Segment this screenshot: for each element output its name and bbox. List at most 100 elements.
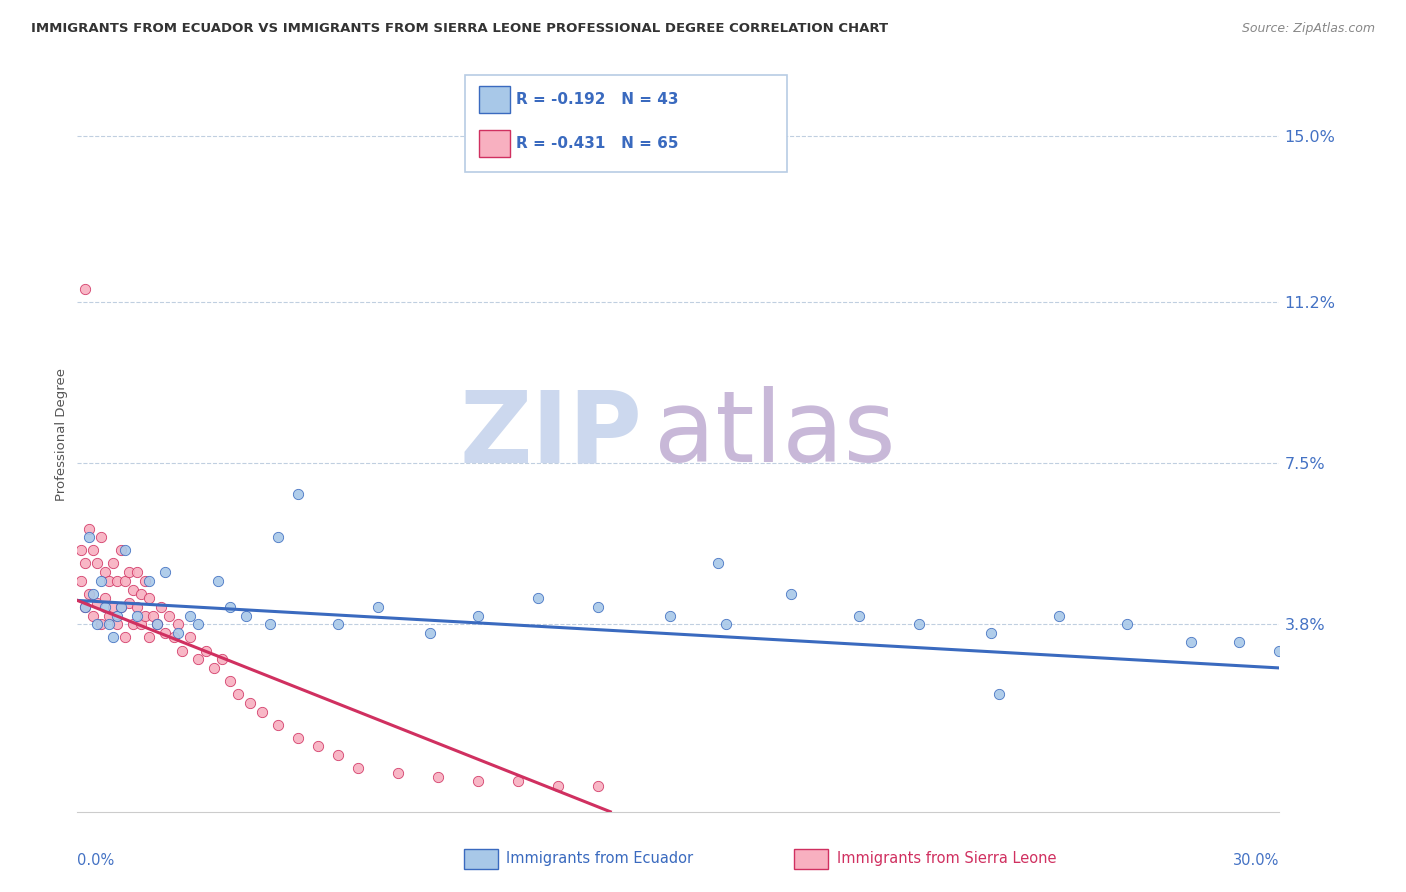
Point [70,574,93,588]
Point [82,587,104,601]
Point [134,574,156,588]
Point [1116,617,1139,632]
Point [86,557,108,571]
Text: atlas: atlas [654,386,896,483]
Point [79,522,101,536]
Point [287,731,309,745]
Point [75,282,97,296]
Point [267,717,290,731]
Point [235,608,257,623]
Point [307,739,329,754]
Point [75,599,97,614]
Point [467,774,489,789]
Point [146,617,169,632]
Point [107,608,129,623]
Point [86,617,108,632]
Point [98,574,121,588]
Point [79,587,101,601]
Point [90,530,112,544]
Point [90,617,112,632]
Point [118,565,141,579]
Point [187,652,209,666]
Text: R = -0.431   N = 65: R = -0.431 N = 65 [516,136,678,152]
Point [86,596,108,610]
Point [127,565,149,579]
Point [166,626,188,640]
Point [138,591,160,606]
Point [250,705,273,719]
Point [326,617,349,632]
Point [218,599,240,614]
Point [82,608,104,623]
Point [150,599,173,614]
Point [90,574,112,588]
Point [326,748,349,763]
Point [988,687,1011,701]
Point [588,779,610,793]
Point [114,631,136,645]
Text: Immigrants from Ecuador: Immigrants from Ecuador [506,851,693,865]
Point [779,587,801,601]
Point [159,608,181,623]
Point [94,591,117,606]
Point [122,617,145,632]
Point [75,557,97,571]
Point [527,591,550,606]
Y-axis label: Professional Degree: Professional Degree [55,368,67,501]
Point [131,617,153,632]
Point [98,608,121,623]
Point [187,617,209,632]
Text: ZIP: ZIP [460,386,643,483]
Point [127,608,149,623]
Point [162,631,184,645]
Point [107,617,129,632]
Point [94,565,117,579]
Point [110,599,132,614]
Text: R = -0.192   N = 43: R = -0.192 N = 43 [516,92,678,107]
Point [166,617,188,632]
Point [103,557,125,571]
Point [226,687,249,701]
Point [103,599,125,614]
Point [588,599,610,614]
Text: 0.0%: 0.0% [77,853,114,868]
Point [659,608,682,623]
Point [114,543,136,558]
Point [194,643,217,657]
Point [347,761,370,775]
Point [131,587,153,601]
Point [707,557,730,571]
Point [82,543,104,558]
Point [267,530,290,544]
Point [146,617,169,632]
Point [1047,608,1070,623]
Point [110,599,132,614]
Point [127,599,149,614]
Point [79,530,101,544]
Point [207,574,229,588]
Point [848,608,870,623]
Point [122,582,145,597]
Point [980,626,1002,640]
Point [170,643,193,657]
Point [94,599,117,614]
Point [239,696,262,710]
Point [716,617,738,632]
Point [547,779,569,793]
Point [179,608,201,623]
Point [367,599,389,614]
Point [419,626,441,640]
Point [107,574,129,588]
Point [427,770,450,784]
Text: 30.0%: 30.0% [1233,853,1279,868]
Text: IMMIGRANTS FROM ECUADOR VS IMMIGRANTS FROM SIERRA LEONE PROFESSIONAL DEGREE CORR: IMMIGRANTS FROM ECUADOR VS IMMIGRANTS FR… [31,22,889,36]
Point [75,599,97,614]
Point [142,608,165,623]
Point [138,631,160,645]
Point [103,631,125,645]
Point [134,608,156,623]
Point [467,608,489,623]
Text: Source: ZipAtlas.com: Source: ZipAtlas.com [1241,22,1375,36]
Point [1180,635,1202,649]
Point [114,574,136,588]
